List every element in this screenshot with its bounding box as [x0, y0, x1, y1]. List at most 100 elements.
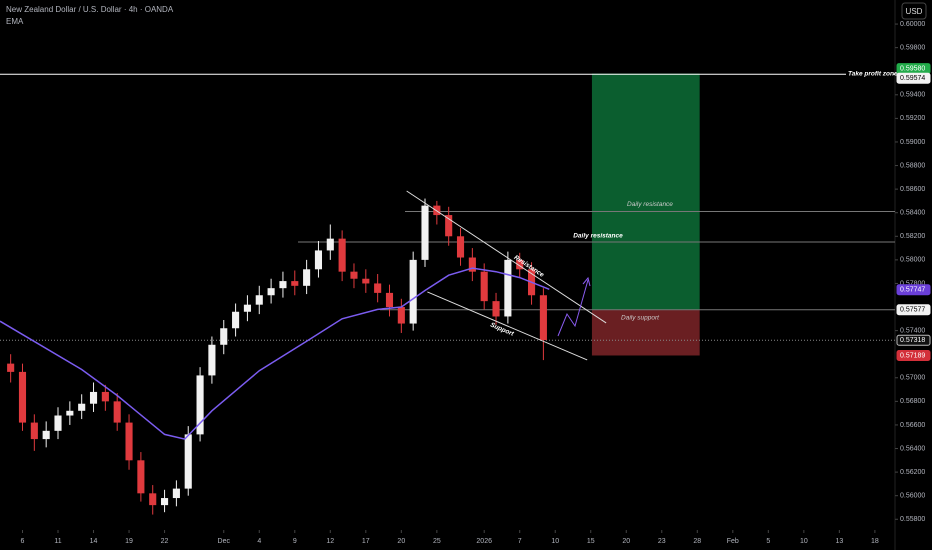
price-label-bg	[896, 284, 931, 296]
candle-body	[208, 344, 216, 376]
x-tick-label: 14	[90, 538, 98, 545]
x-tick-label: 12	[326, 538, 334, 545]
x-tick-label: Dec	[218, 538, 231, 545]
candle-body	[480, 271, 488, 302]
price-label: 0.57318	[900, 337, 925, 344]
y-tick-label: 0.58800	[900, 162, 925, 169]
y-tick-label: 0.57800	[900, 280, 925, 287]
price-label-bg	[896, 304, 931, 316]
candle-body	[7, 363, 15, 372]
x-tick-label: 2026	[476, 538, 492, 545]
candle-body	[409, 259, 417, 324]
price-label-bg	[896, 349, 931, 361]
x-tick-label: 6	[21, 538, 25, 545]
candle-body	[445, 215, 453, 237]
y-tick-label: 0.57400	[900, 327, 925, 334]
currency-label[interactable]: USD	[906, 7, 923, 16]
x-tick-label: 25	[433, 538, 441, 545]
candle-body	[492, 301, 500, 317]
price-label: 0.57189	[900, 352, 925, 359]
candle-body	[385, 292, 394, 308]
level-label: Daily resistance	[573, 233, 623, 240]
y-tick-label: 0.56800	[900, 398, 925, 405]
y-tick-label: 0.56200	[900, 469, 925, 476]
currency-button[interactable]	[901, 2, 927, 20]
projection-arrow	[557, 276, 591, 337]
candle-body	[184, 434, 192, 489]
y-tick-label: 0.59800	[900, 44, 925, 51]
candle-body	[125, 422, 133, 461]
candle-body	[468, 257, 476, 272]
x-tick-label: 10	[800, 538, 808, 545]
candle-body	[338, 238, 346, 272]
y-tick-label: 0.59200	[900, 115, 925, 122]
x-tick-label: 15	[587, 538, 595, 545]
x-tick-label: 9	[293, 538, 297, 545]
candle-body	[196, 375, 204, 435]
indicator-name: EMA	[6, 17, 24, 26]
candle-body	[421, 205, 429, 260]
x-tick-label: 22	[161, 538, 169, 545]
candle-body	[149, 493, 157, 506]
x-tick-label: 10	[551, 538, 559, 545]
x-tick-label: 20	[622, 538, 630, 545]
trendline	[427, 291, 588, 361]
price-label-bg	[896, 72, 931, 84]
x-tick-label: 11	[54, 538, 61, 545]
candle-body	[397, 307, 405, 324]
price-label: 0.57747	[900, 287, 925, 294]
zone	[591, 73, 700, 310]
candle-body	[113, 401, 121, 423]
y-tick-label: 0.58200	[900, 233, 925, 240]
candle-body	[220, 328, 228, 345]
y-tick-label: 0.57000	[900, 375, 925, 382]
candle-body	[172, 488, 180, 499]
candle-body	[350, 271, 358, 279]
y-tick-label: 0.55800	[900, 516, 925, 523]
y-tick-label: 0.58600	[900, 186, 925, 193]
level-label: Take profit zone	[848, 71, 898, 78]
x-tick-label: 28	[693, 538, 701, 545]
candle-body	[232, 311, 240, 329]
y-tick-label: 0.59400	[900, 92, 925, 99]
candle-body	[30, 422, 38, 440]
candle-body	[433, 205, 441, 216]
level-label-bg	[846, 69, 893, 80]
price-label-bg	[896, 334, 931, 346]
y-tick-label: 0.56600	[900, 422, 925, 429]
candle-body	[101, 391, 109, 402]
x-tick-label: 5	[766, 538, 770, 545]
candle-body	[326, 238, 334, 251]
candle-body	[243, 304, 251, 312]
chart-title: New Zealand Dollar / U.S. Dollar · 4h · …	[6, 5, 174, 14]
x-tick-label: 18	[871, 538, 879, 545]
candle-body	[18, 371, 27, 423]
x-tick-label: 17	[362, 538, 370, 545]
price-label: 0.59574	[900, 75, 925, 82]
candle-body	[161, 498, 169, 506]
candle-body	[303, 269, 311, 286]
candle-body	[54, 415, 62, 431]
level-label: Daily resistance	[627, 201, 673, 208]
candle-body	[137, 460, 145, 494]
y-tick-label: 0.58000	[900, 257, 925, 264]
candle-body	[279, 281, 287, 289]
x-tick-label: 7	[518, 538, 522, 545]
price-label: 0.59580	[900, 65, 925, 72]
x-tick-label: 19	[125, 538, 133, 545]
x-tick-label: 23	[658, 538, 666, 545]
y-tick-label: 0.56000	[900, 493, 925, 500]
candle-body	[362, 278, 370, 284]
y-tick-label: 0.56400	[900, 445, 925, 452]
candle-body	[374, 283, 382, 293]
candle-body	[267, 288, 275, 296]
candle-body	[314, 250, 323, 270]
x-tick-label: Feb	[727, 538, 739, 545]
y-tick-label: 0.58400	[900, 210, 925, 217]
x-tick-label: 13	[835, 538, 843, 545]
candle-body	[291, 281, 299, 286]
candle-body	[42, 430, 50, 440]
zone	[591, 309, 700, 356]
trendline	[406, 190, 607, 324]
